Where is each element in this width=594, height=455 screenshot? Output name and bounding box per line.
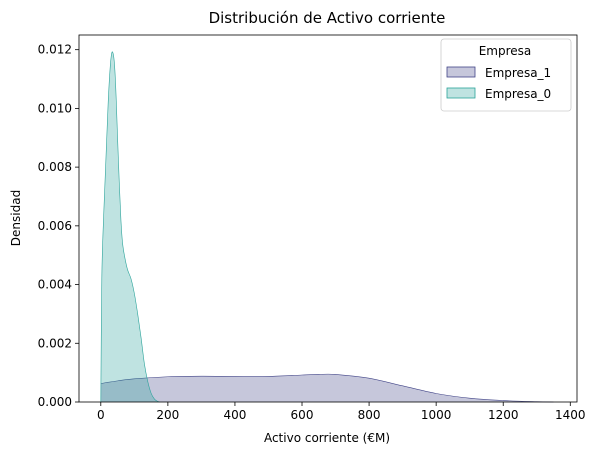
series-line-empresa-0 [100,51,160,403]
y-tick-label: 0.002 [38,336,72,350]
series-line-empresa-1 [100,373,554,403]
legend-title: Empresa [479,44,532,58]
x-tick-label: 200 [156,408,179,422]
x-tick-label: 1400 [555,408,586,422]
series-layer [100,51,554,403]
x-tick-label: 400 [223,408,246,422]
series-area-empresa-0 [100,51,160,403]
y-axis-label: Densidad [9,190,23,246]
x-axis-label: Activo corriente (€M) [264,431,390,445]
legend-swatch-empresa-1 [446,66,476,78]
legend-swatch-empresa-0 [446,87,476,99]
legend-label-empresa-1: Empresa_1 [485,66,551,80]
y-tick-label: 0.012 [38,43,72,57]
legend-label-empresa-0: Empresa_0 [485,87,551,101]
x-tick-label: 800 [358,408,381,422]
y-tick-label: 0.010 [38,101,72,115]
x-axis: 0 200 400 600 800 1000 1200 1400 [97,402,586,422]
y-tick-label: 0.004 [38,278,72,292]
y-tick-label: 0.000 [38,395,72,409]
legend: Empresa Empresa_1 Empresa_0 [440,38,572,112]
x-tick-label: 1200 [488,408,519,422]
x-tick-label: 1000 [421,408,452,422]
legend-box [440,38,572,112]
plot-frame [78,34,578,403]
x-tick-label: 600 [291,408,314,422]
y-tick-label: 0.008 [38,160,72,174]
x-tick-label: 0 [97,408,105,422]
y-axis: 0.000 0.002 0.004 0.006 0.008 0.010 0.012 [38,43,79,409]
chart-title: Distribución de Activo corriente [209,9,446,27]
y-tick-label: 0.006 [38,219,72,233]
series-area-empresa-1 [100,374,554,402]
